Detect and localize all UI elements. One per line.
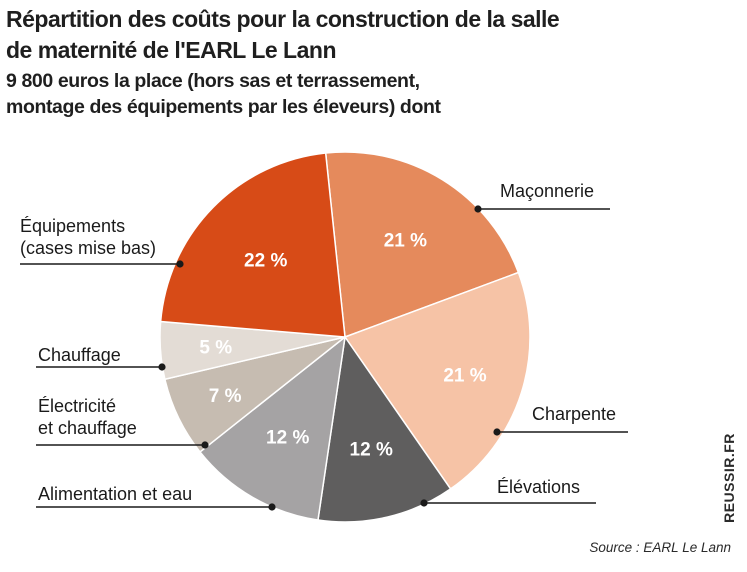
category-label-3: Alimentation et eau bbox=[38, 484, 192, 504]
pie-slice-3 bbox=[198, 335, 347, 521]
chart-subtitle-line2: montage des équipements par les éleveurs… bbox=[6, 96, 441, 118]
leader-dot-4 bbox=[201, 441, 209, 449]
source-note: Source : EARL Le Lann bbox=[589, 540, 731, 555]
category-label-0: Maçonnerie bbox=[500, 181, 594, 201]
chart-subtitle-line1: 9 800 euros la place (hors sas et terras… bbox=[6, 70, 420, 92]
pie-value-label-5: 5 % bbox=[199, 338, 232, 359]
pie-slice-6 bbox=[159, 152, 346, 338]
category-label-4: Électricité et chauffage bbox=[38, 396, 137, 438]
category-label-5: Chauffage bbox=[38, 345, 121, 365]
leader-dot-0 bbox=[474, 205, 482, 213]
pie-value-label-0: 21 % bbox=[384, 231, 427, 252]
pie-slice-2 bbox=[317, 335, 452, 523]
leader-dot-5 bbox=[158, 363, 166, 371]
pie-value-label-4: 7 % bbox=[209, 386, 242, 407]
chart-title-line2: de maternité de l'EARL Le Lann bbox=[6, 37, 337, 63]
leader-dot-3 bbox=[268, 503, 276, 511]
pie-slice-0 bbox=[324, 151, 520, 339]
pie-slice-1 bbox=[343, 271, 531, 490]
watermark-text: REUSSIR.FR bbox=[721, 433, 737, 523]
category-label-1: Charpente bbox=[532, 404, 616, 424]
chart-title: Répartition des coûts pour la constructi… bbox=[6, 4, 696, 66]
chart-title-line1: Répartition des coûts pour la constructi… bbox=[6, 6, 560, 32]
category-label-6: Équipements (cases mise bas) bbox=[20, 216, 156, 258]
pie-value-label-6: 22 % bbox=[244, 250, 287, 271]
pie-value-label-2: 12 % bbox=[350, 440, 393, 461]
leader-dot-2 bbox=[420, 499, 428, 507]
leader-dot-1 bbox=[493, 428, 501, 436]
pie-value-label-1: 21 % bbox=[443, 366, 486, 387]
pie-value-label-3: 12 % bbox=[266, 427, 309, 448]
watermark: REUSSIR.FR bbox=[719, 428, 739, 528]
category-label-2: Élévations bbox=[497, 477, 580, 497]
leader-dot-6 bbox=[176, 260, 184, 268]
chart-subtitle: 9 800 euros la place (hors sas et terras… bbox=[6, 68, 696, 120]
